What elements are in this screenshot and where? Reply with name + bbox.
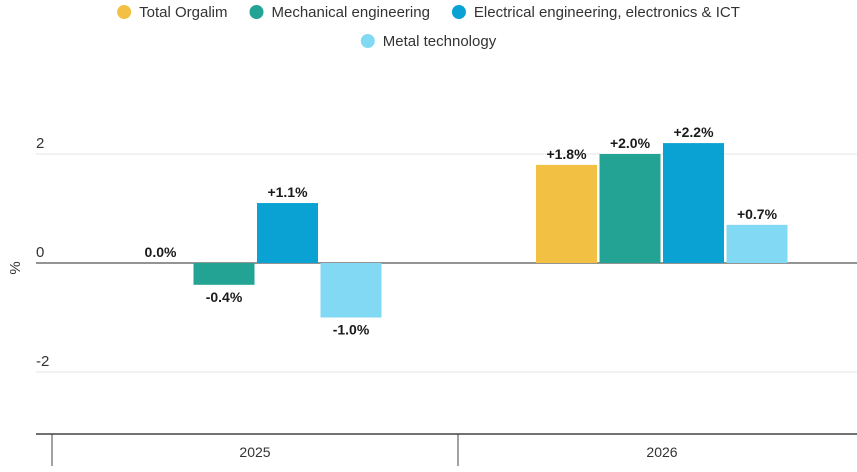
y-axis-ticks: -2 0 2: [36, 135, 49, 370]
y-tick-label: -2: [36, 353, 49, 370]
data-label-electrical-engineering-electronics-ict-2025: +1.1%: [267, 184, 308, 200]
legend: Total Orgalim Mechanical engineering Elect…: [117, 4, 740, 50]
legend-item-total-orgalim: Total Orgalim: [117, 4, 227, 21]
data-label-mechanical-engineering-2026: +2.0%: [610, 135, 651, 151]
data-label-electrical-engineering-electronics-ict-2026: +2.2%: [673, 124, 714, 140]
legend-swatch: [360, 34, 375, 48]
y-tick-label: 2: [36, 135, 44, 152]
legend-item-mechanical-engineering: Mechanical engineering: [249, 4, 430, 21]
bar-electrical-engineering-electronics-ict-2025: [257, 203, 318, 263]
y-tick-label: 0: [36, 244, 44, 261]
x-category-label: 2025: [239, 444, 270, 460]
data-label-metal-technology-2025: -1.0%: [333, 322, 370, 338]
legend-swatch: [249, 5, 264, 19]
legend-swatch: [451, 5, 466, 19]
legend-label: Metal technology: [383, 33, 497, 50]
data-label-total-orgalim-2026: +1.8%: [546, 146, 587, 162]
bar-mechanical-engineering-2026: [599, 154, 661, 263]
bar-metal-technology-2026: [726, 224, 788, 263]
y-axis-label: %: [7, 261, 24, 274]
legend-item-metal-technology: Metal technology: [360, 33, 497, 50]
data-label-metal-technology-2026: +0.7%: [737, 206, 778, 222]
bar-mechanical-engineering-2025: [193, 263, 255, 285]
bar-total-orgalim-2026: [536, 164, 597, 263]
data-labels: 0.0% -0.4% +1.1% -1.0% +1.8% +2.0% +2.2% +0.7%: [145, 124, 778, 337]
x-axis: 2025 2026: [36, 433, 857, 466]
bar-metal-technology-2025: [320, 263, 382, 318]
legend-item-electrical-engineering-electronics-ict: Electrical engineering, electronics & IC…: [451, 4, 740, 21]
data-label-total-orgalim-2025: 0.0%: [145, 244, 177, 260]
bars: [193, 143, 788, 318]
legend-label: Mechanical engineering: [271, 4, 429, 21]
legend-swatch: [117, 5, 132, 19]
legend-label: Total Orgalim: [139, 4, 227, 21]
bar-electrical-engineering-electronics-ict-2026: [663, 143, 724, 263]
data-label-mechanical-engineering-2025: -0.4%: [206, 289, 243, 305]
x-category-label: 2026: [646, 444, 677, 460]
legend-label: Electrical engineering, electronics & IC…: [474, 4, 740, 21]
